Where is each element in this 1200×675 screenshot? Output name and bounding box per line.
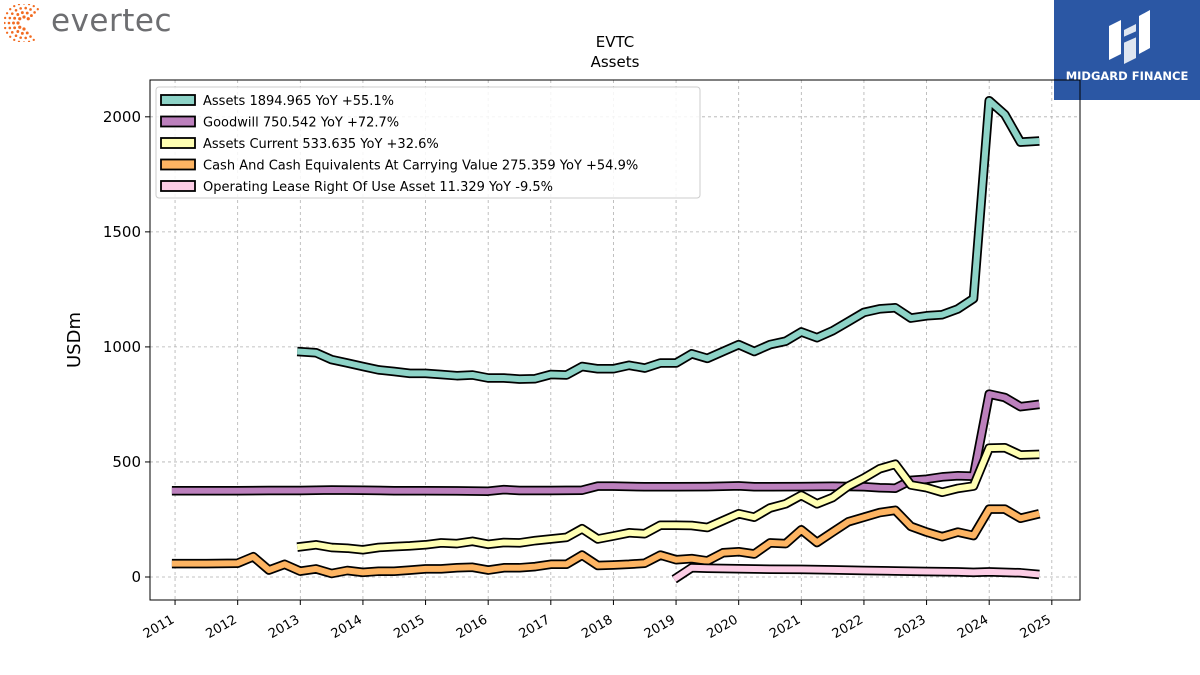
x-tick-label: 2024: [955, 612, 991, 642]
y-tick-label: 1000: [103, 338, 141, 356]
x-tick-label: 2025: [1018, 612, 1054, 642]
midgard-emblem-icon: [1109, 10, 1150, 64]
series-line: [672, 564, 1040, 582]
x-tick-label: 2019: [642, 612, 678, 642]
x-tick-label: 2014: [329, 612, 365, 642]
legend-swatch: [160, 158, 196, 171]
legend-box: [155, 86, 701, 199]
y-tick-label: 2000: [103, 108, 141, 126]
legend: Assets 1894.965 YoY +55.1% Goodwill 750.5…: [155, 86, 701, 199]
series-line: [171, 391, 1040, 495]
legend-swatch: [160, 94, 196, 106]
x-tick-label: 2012: [204, 612, 240, 642]
series-line: [171, 506, 1041, 577]
legend-entry: Assets 1894.965 YoY +55.1%: [203, 94, 394, 109]
evertec-wordmark: evertec: [51, 3, 173, 39]
evertec-logo: evertec: [3, 2, 194, 44]
legend-swatch: [160, 137, 196, 149]
series-2: [296, 442, 1040, 555]
x-tick-label: 2013: [266, 612, 302, 642]
x-tick-label: 2017: [517, 612, 553, 642]
x-tick-label: 2021: [767, 612, 803, 642]
legend-entry: Goodwill 750.542 YoY +72.7%: [203, 116, 399, 131]
plot-frame: [149, 79, 1081, 601]
series-0: [296, 95, 1040, 384]
x-tick-label: 2016: [454, 612, 490, 642]
legend-entry: Operating Lease Right Of Use Asset 11.32…: [203, 180, 553, 195]
x-tick-label: 2022: [830, 612, 866, 642]
x-tick-label: 2020: [705, 612, 741, 642]
chart-title: EVTC: [596, 33, 635, 51]
y-axis-label: USDm: [64, 312, 85, 368]
y-tick-label: 0: [131, 568, 141, 586]
series-1: [171, 389, 1040, 496]
midgard-finance-logo: MIDGARD FINANCE: [1054, 0, 1200, 100]
y-tick-label: 1500: [103, 223, 141, 241]
x-tick-label: 2018: [579, 612, 615, 642]
x-tick-label: 2015: [391, 612, 427, 642]
chart-subtitle: Assets: [591, 53, 640, 71]
legend-swatch: [160, 115, 196, 128]
series-4: [671, 563, 1040, 584]
series-lines: [171, 95, 1041, 584]
series-3: [171, 504, 1041, 579]
x-tick-label: 2011: [141, 612, 177, 642]
legend-entry: Cash And Cash Equivalents At Carrying Va…: [203, 159, 638, 174]
legend-swatch: [160, 180, 196, 192]
series-line: [297, 97, 1040, 383]
series-line: [296, 444, 1040, 553]
midgard-finance-text: MIDGARD FINANCE: [1065, 69, 1189, 83]
y-tick-label: 500: [112, 453, 141, 471]
x-tick-label: 2023: [892, 612, 928, 642]
legend-entry: Assets Current 533.635 YoY +32.6%: [203, 137, 439, 152]
